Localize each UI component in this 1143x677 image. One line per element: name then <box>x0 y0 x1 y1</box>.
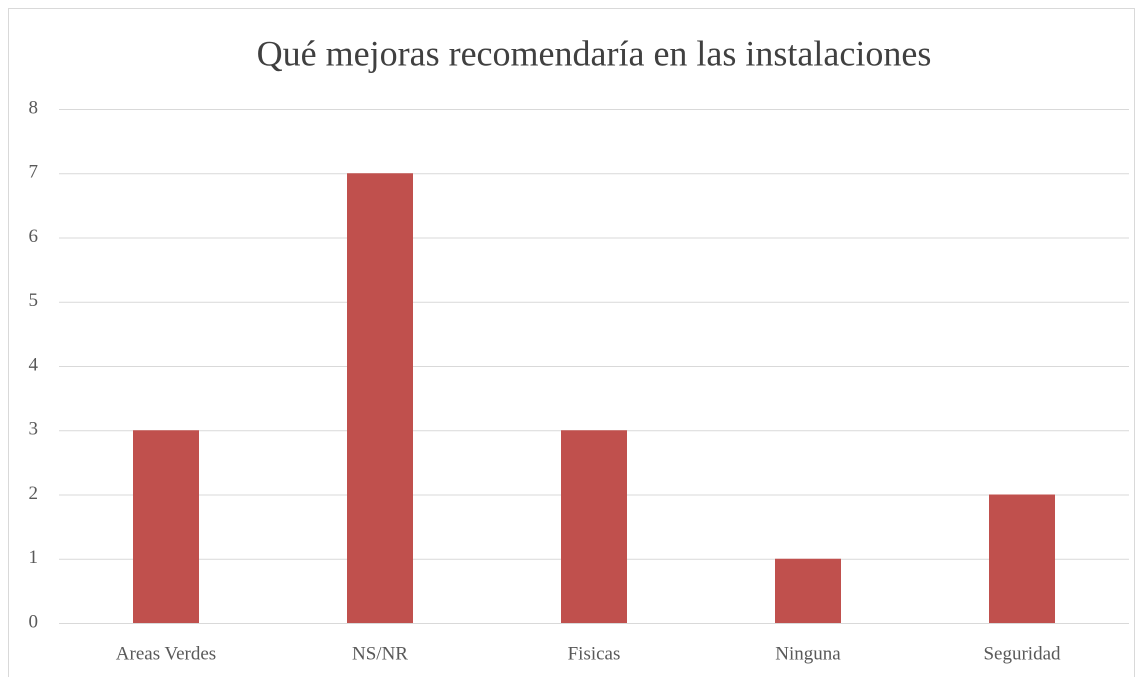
bar <box>775 558 841 623</box>
y-tick-label: 0 <box>29 611 39 632</box>
bar <box>561 430 627 623</box>
x-tick-label: Areas Verdes <box>116 643 216 664</box>
y-tick-label: 5 <box>29 290 39 311</box>
bar <box>133 430 199 623</box>
y-tick-label: 6 <box>29 226 39 247</box>
y-tick-label: 3 <box>29 419 39 440</box>
bar <box>347 173 413 623</box>
x-tick-label: NS/NR <box>352 643 408 664</box>
bar <box>989 494 1055 623</box>
y-tick-label: 1 <box>29 547 39 568</box>
y-tick-label: 2 <box>29 483 39 504</box>
x-tick-label: Fisicas <box>568 643 621 664</box>
x-tick-label: Ninguna <box>775 643 841 664</box>
y-tick-label: 8 <box>29 97 39 118</box>
y-tick-label: 4 <box>29 354 39 375</box>
chart-title: Qué mejoras recomendaría en las instalac… <box>257 33 932 73</box>
y-tick-label: 7 <box>29 162 39 183</box>
x-tick-label: Seguridad <box>983 643 1061 664</box>
